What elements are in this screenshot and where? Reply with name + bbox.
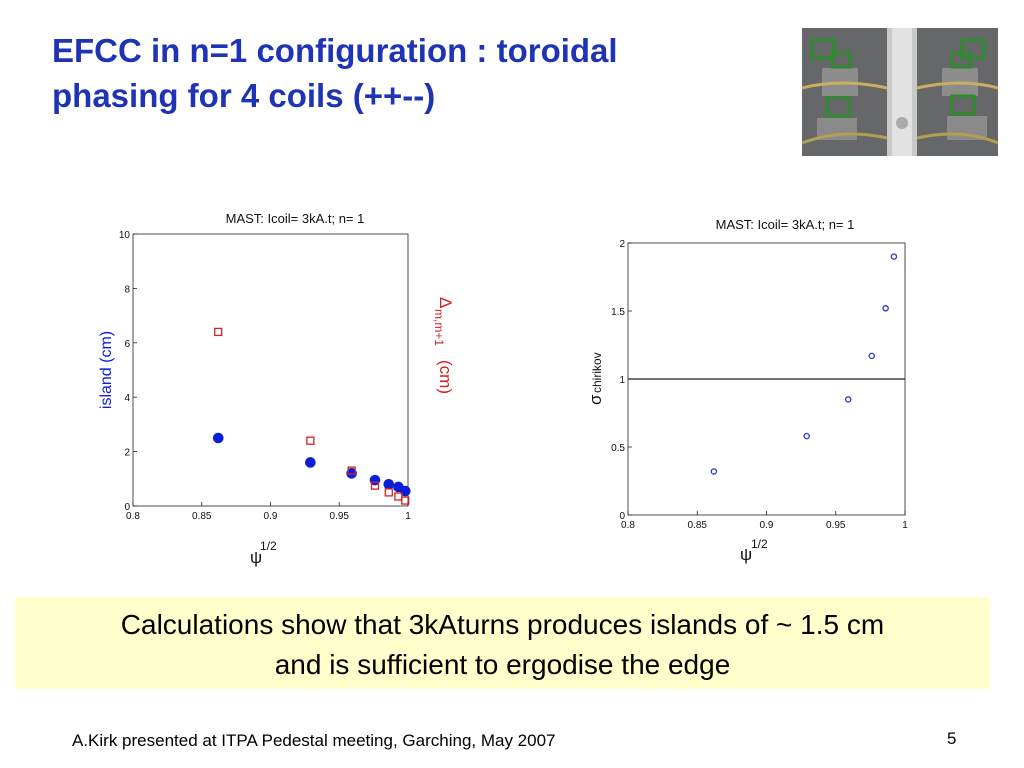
y-tick-label: 0.5 (611, 443, 625, 454)
chart2-xlabel-sup: 1/2 (751, 537, 768, 551)
x-tick-label: 0.85 (688, 520, 708, 531)
slide-title-line-1: EFCC in n=1 configuration : toroidal (52, 32, 618, 69)
footer-credit: A.Kirk presented at ITPA Pedestal meetin… (72, 731, 556, 750)
chirikov-point (710, 468, 718, 475)
slide-title-line-2: phasing for 4 coils (++--) (52, 77, 436, 114)
x-tick-label: 0.95 (330, 511, 350, 522)
chirikov-point (803, 432, 810, 440)
x-tick-label: 1 (902, 520, 908, 531)
chirikov-point (890, 253, 898, 260)
y-tick-label: 2 (619, 239, 625, 250)
delta-point (384, 488, 393, 497)
x-tick-label: 0.9 (264, 511, 278, 522)
slide-title: EFCC in n=1 configuration : toroidal pha… (52, 28, 772, 118)
chirikov-chart-svg: MAST: Icoil= 3kA.t; n= 1 0.8 0.85 0.9 0.95 1… (586, 217, 908, 564)
chart1-right-label-unit: (cm) (436, 360, 455, 394)
x-tick-label: 0.8 (621, 520, 635, 531)
chart1-right-label: Δ m,m+1 (cm) (432, 297, 455, 394)
delta-point (214, 327, 223, 337)
chirikov-point (882, 305, 889, 312)
chart2-title: MAST: Icoil= 3kA.t; n= 1 (716, 217, 855, 232)
chart2-ylabel-sigma: σ (586, 394, 605, 405)
island-point (212, 432, 224, 444)
island-point (305, 457, 316, 468)
chart2-ylabel: σ chirikov (586, 352, 605, 405)
x-tick-label: 0.9 (760, 520, 774, 531)
y-tick-label: 10 (119, 230, 131, 241)
x-tick-label: 1 (405, 511, 411, 522)
chart1-plot-frame (132, 233, 409, 507)
y-tick-label: 8 (124, 284, 130, 295)
y-tick-label: 2 (124, 448, 130, 459)
island-point (383, 478, 395, 490)
delta-point (370, 481, 380, 490)
y-tick-label: 1 (619, 375, 625, 386)
y-tick-label: 6 (124, 339, 130, 350)
chart1-right-label-delta: Δ (436, 297, 455, 308)
y-tick-label: 1.5 (611, 307, 625, 318)
y-tick-label: 0 (124, 502, 130, 513)
island-chart-svg: MAST: Icoil= 3kA.t; n= 1 0.8 0.85 0.9 0.95 1… (98, 211, 455, 567)
island-point (399, 485, 411, 497)
x-tick-label: 0.95 (826, 520, 846, 531)
chart1-xlabel: ψ (250, 548, 262, 567)
chirikov-point (868, 352, 876, 360)
delta-point (347, 466, 356, 475)
callout-line-1: Calculations show that 3kAturns produces… (120, 609, 885, 640)
island-point (346, 468, 357, 479)
chart2-xlabel: ψ (740, 545, 752, 564)
conclusion-callout: Calculations show that 3kAturns produces… (15, 597, 990, 689)
chart1-ylabel: island (cm) (98, 331, 115, 409)
x-tick-label: 0.85 (192, 511, 212, 522)
delta-point (306, 436, 315, 445)
island-chart: MAST: Icoil= 3kA.t; n= 1 0.8 0.85 0.9 0.95 1… (80, 200, 460, 590)
tokamak-interior-photo (802, 28, 998, 156)
delta-point (401, 496, 410, 505)
callout-line-2: and is sufficient to ergodise the edge (274, 649, 731, 680)
page-number: 5 (947, 729, 957, 748)
y-tick-label: 0 (619, 511, 625, 522)
chirikov-chart: MAST: Icoil= 3kA.t; n= 1 0.8 0.85 0.9 0.95 1… (575, 205, 915, 575)
chart1-xlabel-sup: 1/2 (260, 539, 277, 553)
chirikov-point (844, 396, 852, 403)
chart1-title: MAST: Icoil= 3kA.t; n= 1 (226, 211, 365, 226)
x-tick-label: 0.8 (126, 511, 140, 522)
y-tick-label: 4 (124, 393, 130, 404)
chart2-ylabel-sub: chirikov (590, 352, 604, 393)
chart1-right-label-sub: m,m+1 (432, 309, 446, 346)
